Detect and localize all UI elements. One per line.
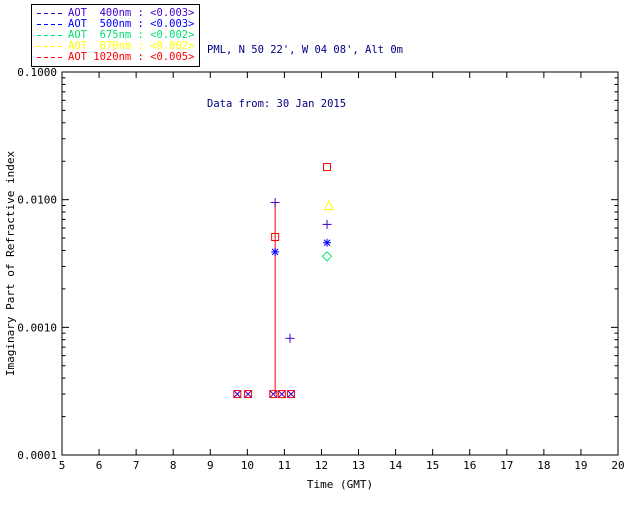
legend-dash-1020nm-icon — [37, 57, 63, 58]
y-tick-label: 0.0001 — [17, 449, 57, 462]
floor-point-square — [269, 390, 278, 399]
point-square — [323, 163, 332, 172]
x-tick-label: 11 — [278, 459, 291, 472]
floor-point-square — [287, 390, 296, 399]
x-tick-label: 16 — [463, 459, 476, 472]
x-tick-label: 15 — [426, 459, 439, 472]
x-tick-label: 20 — [611, 459, 624, 472]
legend-item-aot-500nm: AOT 500nm : <0.003> — [37, 19, 194, 30]
point-diamond — [321, 251, 333, 262]
data-date-text: Data from: 30 Jan 2015 — [207, 98, 347, 110]
x-tick-label: 7 — [133, 459, 140, 472]
station-location-text: PML, N 50 22', W 04 08', Alt 0m — [207, 44, 403, 56]
point-square — [271, 233, 280, 242]
legend-label-aot-675nm: AOT 675nm : <0.002> — [68, 29, 195, 41]
y-tick-label: 0.1000 — [17, 66, 57, 79]
x-tick-label: 18 — [537, 459, 550, 472]
floor-point-cross — [287, 390, 295, 398]
legend-item-aot-400nm: AOT 400nm : <0.003> — [37, 8, 194, 19]
y-axis-title: Imaginary Part of Refractive index — [4, 151, 17, 377]
plot-frame — [61, 71, 619, 456]
x-tick-label: 13 — [352, 459, 365, 472]
floor-point-cross — [278, 390, 286, 398]
x-tick-label: 10 — [241, 459, 254, 472]
legend-dash-870nm-icon — [37, 46, 63, 47]
x-tick-label: 5 — [59, 459, 66, 472]
floor-point-square — [233, 390, 242, 399]
legend-dash-500nm-icon — [37, 24, 63, 25]
floor-point-cross — [233, 390, 241, 398]
x-tick-label: 17 — [500, 459, 513, 472]
legend-dash-675nm-icon — [37, 35, 63, 36]
legend-item-aot-1020nm: AOT 1020nm : <0.005> — [37, 52, 194, 63]
x-tick-label: 8 — [170, 459, 177, 472]
x-tick-label: 9 — [207, 459, 214, 472]
floor-point-square — [277, 390, 286, 399]
x-tick-label: 19 — [574, 459, 587, 472]
legend-item-aot-870nm: AOT 870nm : <0.002> — [37, 41, 194, 52]
y-tick-label: 0.0100 — [17, 194, 57, 207]
legend-label-aot-870nm: AOT 870nm : <0.002> — [68, 40, 195, 52]
legend-label-aot-1020nm: AOT 1020nm : <0.005> — [68, 51, 195, 63]
x-tick-label: 12 — [315, 459, 328, 472]
point-asterisk — [271, 248, 279, 256]
legend-box: AOT 400nm : <0.003> AOT 500nm : <0.003> … — [31, 4, 201, 67]
floor-point-cross — [244, 390, 252, 398]
point-asterisk — [323, 239, 331, 247]
plot-header: PML, N 50 22', W 04 08', Alt 0m Data fro… — [207, 5, 403, 149]
y-tick-label: 0.0010 — [17, 321, 57, 334]
legend-dash-400nm-icon — [37, 13, 63, 14]
point-triangle — [323, 200, 335, 211]
x-tick-label: 14 — [389, 459, 403, 472]
legend-label-aot-500nm: AOT 500nm : <0.003> — [68, 18, 195, 30]
legend-label-aot-400nm: AOT 400nm : <0.003> — [68, 7, 195, 19]
x-tick-label: 6 — [96, 459, 103, 472]
legend-item-aot-675nm: AOT 675nm : <0.002> — [37, 30, 194, 41]
floor-point-square — [244, 390, 253, 399]
floor-point-cross — [269, 390, 277, 398]
x-axis-title: Time (GMT) — [307, 478, 373, 491]
